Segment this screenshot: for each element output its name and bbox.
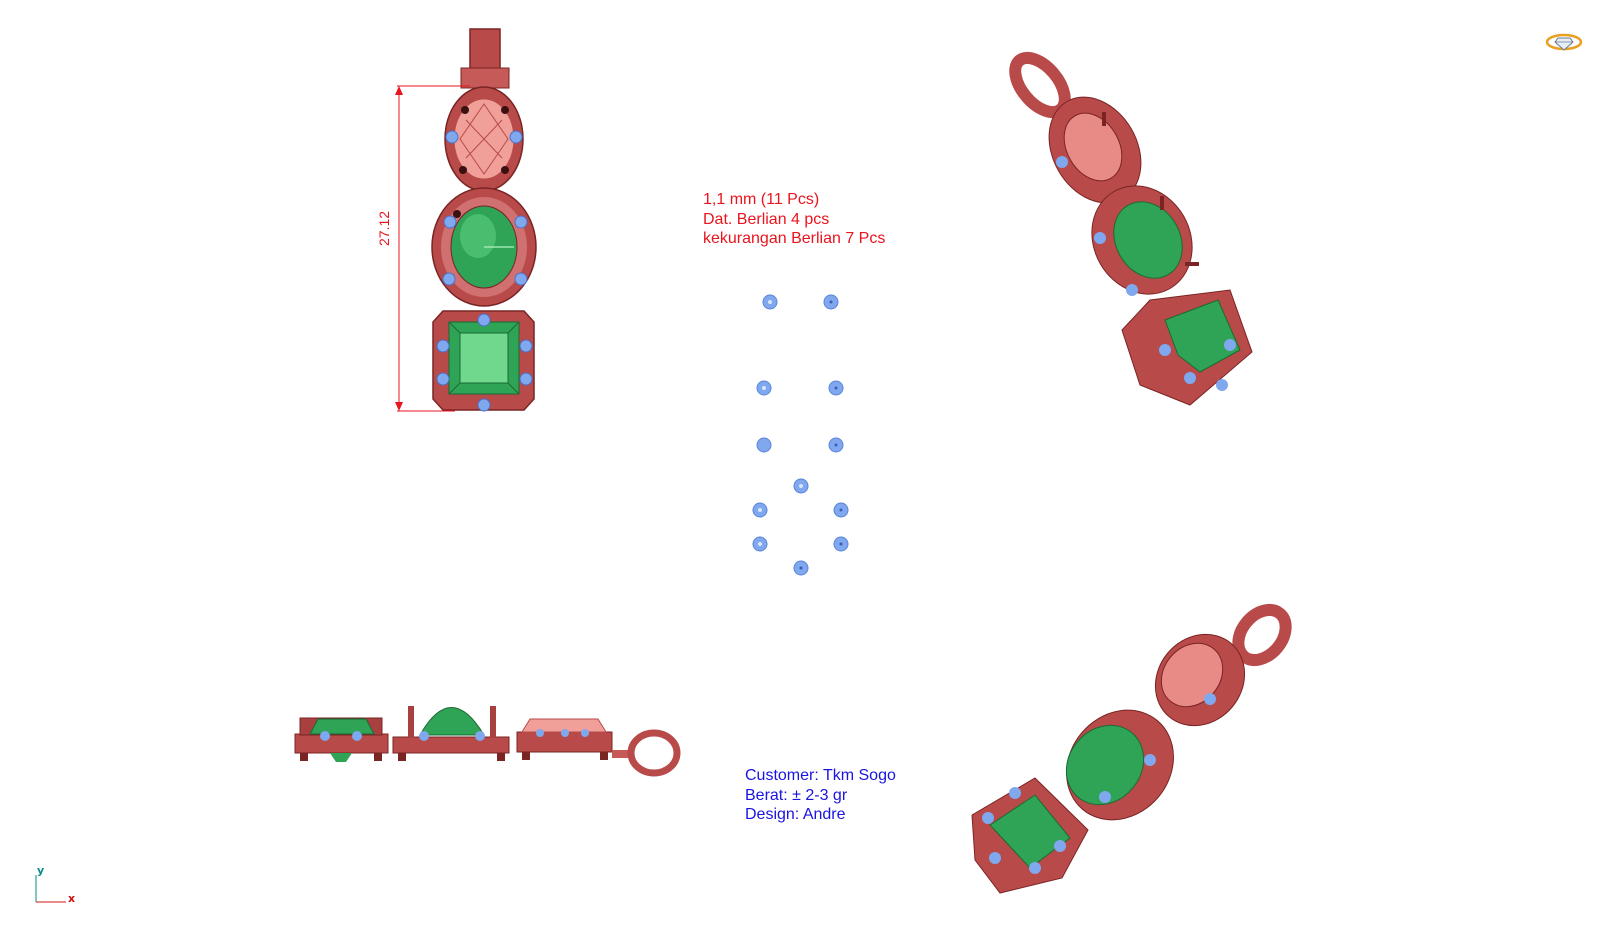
customer-note-name: Customer: Tkm Sogo <box>745 767 896 784</box>
customer-note-weight: Berat: ± 2-3 gr <box>745 786 848 804</box>
stone-note-size: 1,1 mm (11 Pcs) <box>703 191 820 208</box>
customer-notes: Customer: Tkm Sogo Berat: ± 2-3 gr Desig… <box>745 766 896 825</box>
stone-note-diamonds: Dat. Berlian 4 pcs <box>703 210 830 228</box>
stone-note-shortage: kekurangan Berlian 7 Pcs <box>703 230 886 247</box>
customer-note-designer: Design: Andre <box>745 806 846 823</box>
axis-y-label: y <box>37 864 45 877</box>
stone-notes: 1,1 mm (11 Pcs) Dat. Berlian 4 pcs kekur… <box>703 190 885 249</box>
front-view <box>431 28 537 411</box>
axis-x-label: x <box>68 892 76 905</box>
diamond-ring-icon[interactable] <box>1544 30 1584 54</box>
